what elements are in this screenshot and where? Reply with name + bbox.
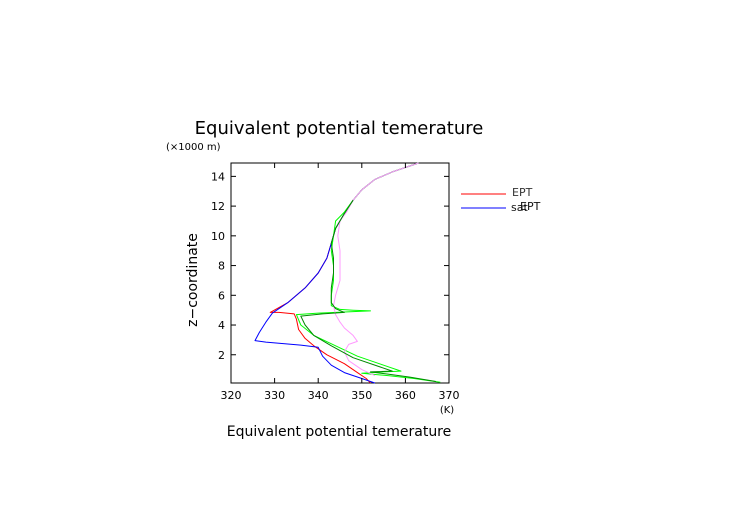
y-tick-label-1: 4 (218, 319, 225, 332)
y-tick-label-3: 8 (218, 260, 225, 273)
x-tick-label-4: 360 (395, 389, 416, 402)
ticks-layer: 320 330 340 350 360 370 2 4 6 8 10 12 14 (211, 163, 460, 402)
x-tick-label-3: 350 (351, 389, 372, 402)
series-line-3 (333, 162, 419, 377)
x-tick-label-5: 370 (439, 389, 460, 402)
x-tick-label-1: 330 (264, 389, 285, 402)
plot-frame (230, 162, 450, 384)
x-tick-label-0: 320 (221, 389, 242, 402)
series-layer (254, 162, 441, 384)
y-tick-label-5: 12 (211, 200, 225, 213)
series-line-1 (254, 162, 419, 384)
y-tick-label-6: 14 (211, 170, 225, 183)
legend-label-2: EPT (520, 200, 541, 213)
y-axis-unit: (×1000 m) (166, 142, 221, 153)
y-axis-label: z−coordinate (185, 233, 201, 327)
plot-area: 320 330 340 350 360 370 2 4 6 8 10 12 14 (211, 162, 460, 402)
y-tick-label-4: 10 (211, 230, 225, 243)
x-axis-label: Equivalent potential temerature (227, 424, 452, 440)
legend-label-0: EPT (512, 186, 533, 199)
x-axis-unit: (K) (440, 405, 454, 416)
x-tick-label-2: 340 (308, 389, 329, 402)
chart-title: Equivalent potential temerature (195, 118, 484, 139)
legend-label-1: sat (511, 201, 528, 214)
y-tick-label-0: 2 (218, 349, 225, 362)
series-line-4 (300, 199, 436, 382)
y-tick-label-2: 6 (218, 289, 225, 302)
